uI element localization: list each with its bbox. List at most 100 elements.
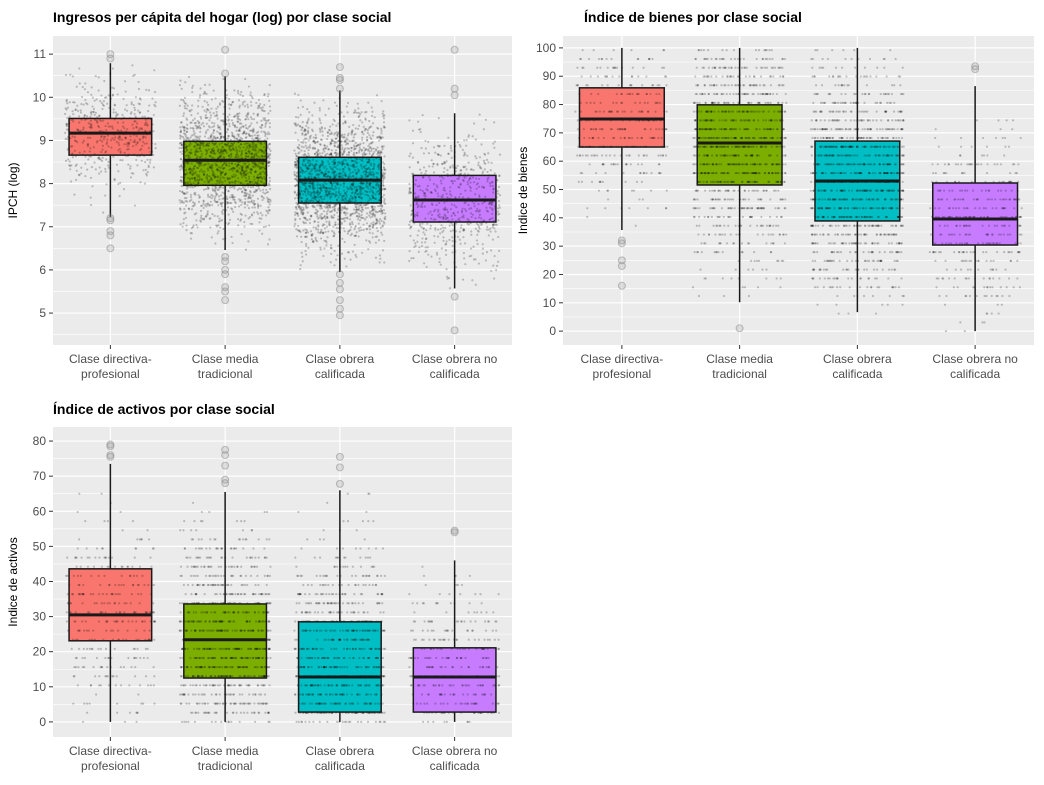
jitter-point [478, 210, 481, 213]
jitter-point [234, 163, 237, 166]
jitter-point [230, 153, 233, 156]
jitter-point [367, 248, 370, 251]
jitter-point [265, 188, 268, 191]
jitter-point [495, 264, 499, 267]
jitter-point [371, 189, 374, 193]
jitter-point [320, 189, 323, 192]
jitter-point [261, 124, 264, 127]
jitter-point [195, 150, 198, 154]
jitter-point [340, 111, 343, 114]
jitter-point [115, 140, 118, 143]
jitter-point [609, 128, 612, 131]
jitter-point [382, 110, 385, 113]
jitter-point [226, 144, 229, 147]
jitter-point [345, 153, 349, 156]
jitter-point [266, 95, 270, 98]
jitter-point [238, 129, 241, 132]
jitter-point [303, 176, 306, 179]
jitter-point [294, 161, 297, 164]
jitter-point [340, 205, 344, 209]
jitter-point [349, 194, 352, 197]
jitter-point [382, 184, 385, 188]
jitter-point [252, 129, 255, 132]
jitter-point [142, 135, 145, 138]
jitter-point [496, 210, 500, 213]
jitter-point [252, 117, 256, 121]
jitter-point [183, 192, 186, 195]
jitter-point [295, 175, 299, 178]
jitter-point [375, 149, 378, 152]
jitter-point [99, 170, 103, 173]
jitter-point [212, 142, 215, 145]
jitter-point [576, 154, 579, 157]
jitter-point [375, 171, 378, 174]
jitter-point [316, 189, 319, 192]
jitter-point [243, 105, 247, 108]
jitter-point [314, 211, 317, 215]
jitter-point [325, 244, 328, 247]
jitter-point [366, 138, 369, 142]
jitter-point [132, 172, 135, 175]
jitter-point [601, 128, 604, 131]
jitter-point [323, 223, 326, 226]
jitter-point [185, 172, 189, 175]
jitter-point [318, 142, 322, 146]
jitter-point [204, 188, 208, 191]
jitter-point [368, 133, 371, 137]
jitter-point [409, 234, 412, 237]
jitter-point [213, 175, 216, 178]
jitter-point [263, 103, 266, 107]
jitter-point [370, 205, 373, 208]
jitter-point [208, 179, 211, 183]
jitter-point [331, 168, 334, 171]
jitter-point [730, 277, 733, 280]
jitter-point [77, 129, 80, 132]
jitter-point [359, 113, 362, 116]
jitter-point [257, 104, 260, 108]
jitter-point [353, 193, 356, 196]
jitter-point [355, 231, 358, 234]
jitter-point [357, 215, 361, 219]
jitter-point [219, 119, 223, 122]
jitter-point [442, 229, 445, 232]
jitter-point [68, 160, 71, 163]
jitter-point [250, 167, 253, 170]
jitter-point [321, 216, 325, 220]
jitter-point [230, 186, 234, 189]
jitter-point [222, 77, 225, 81]
jitter-point [368, 214, 371, 217]
jitter-point [262, 197, 265, 200]
jitter-point [372, 173, 375, 176]
jitter-point [443, 144, 446, 147]
jitter-point [206, 210, 209, 213]
jitter-point [439, 154, 443, 157]
jitter-point [299, 99, 302, 102]
jitter-point [382, 115, 385, 118]
jitter-point [179, 179, 183, 182]
jitter-point [222, 149, 225, 153]
jitter-point [133, 120, 136, 123]
jitter-point [456, 164, 459, 168]
jitter-point [111, 125, 114, 128]
jitter-point [193, 145, 196, 148]
jitter-point [226, 137, 230, 140]
jitter-point [331, 230, 334, 233]
jitter-point [87, 122, 90, 125]
jitter-point [631, 92, 634, 96]
jitter-point [313, 147, 316, 150]
jitter-point [349, 228, 352, 231]
jitter-point [445, 192, 448, 195]
jitter-point [205, 92, 208, 96]
jitter-point [424, 139, 427, 142]
jitter-point [247, 132, 250, 135]
jitter-point [366, 185, 369, 188]
jitter-point [260, 149, 263, 152]
jitter-point [219, 132, 222, 136]
jitter-point [69, 137, 72, 140]
outlier-point [617, 261, 626, 270]
jitter-point [710, 215, 713, 219]
jitter-point [294, 211, 297, 214]
jitter-point [333, 166, 336, 169]
jitter-point [240, 187, 243, 191]
jitter-point [208, 83, 211, 86]
